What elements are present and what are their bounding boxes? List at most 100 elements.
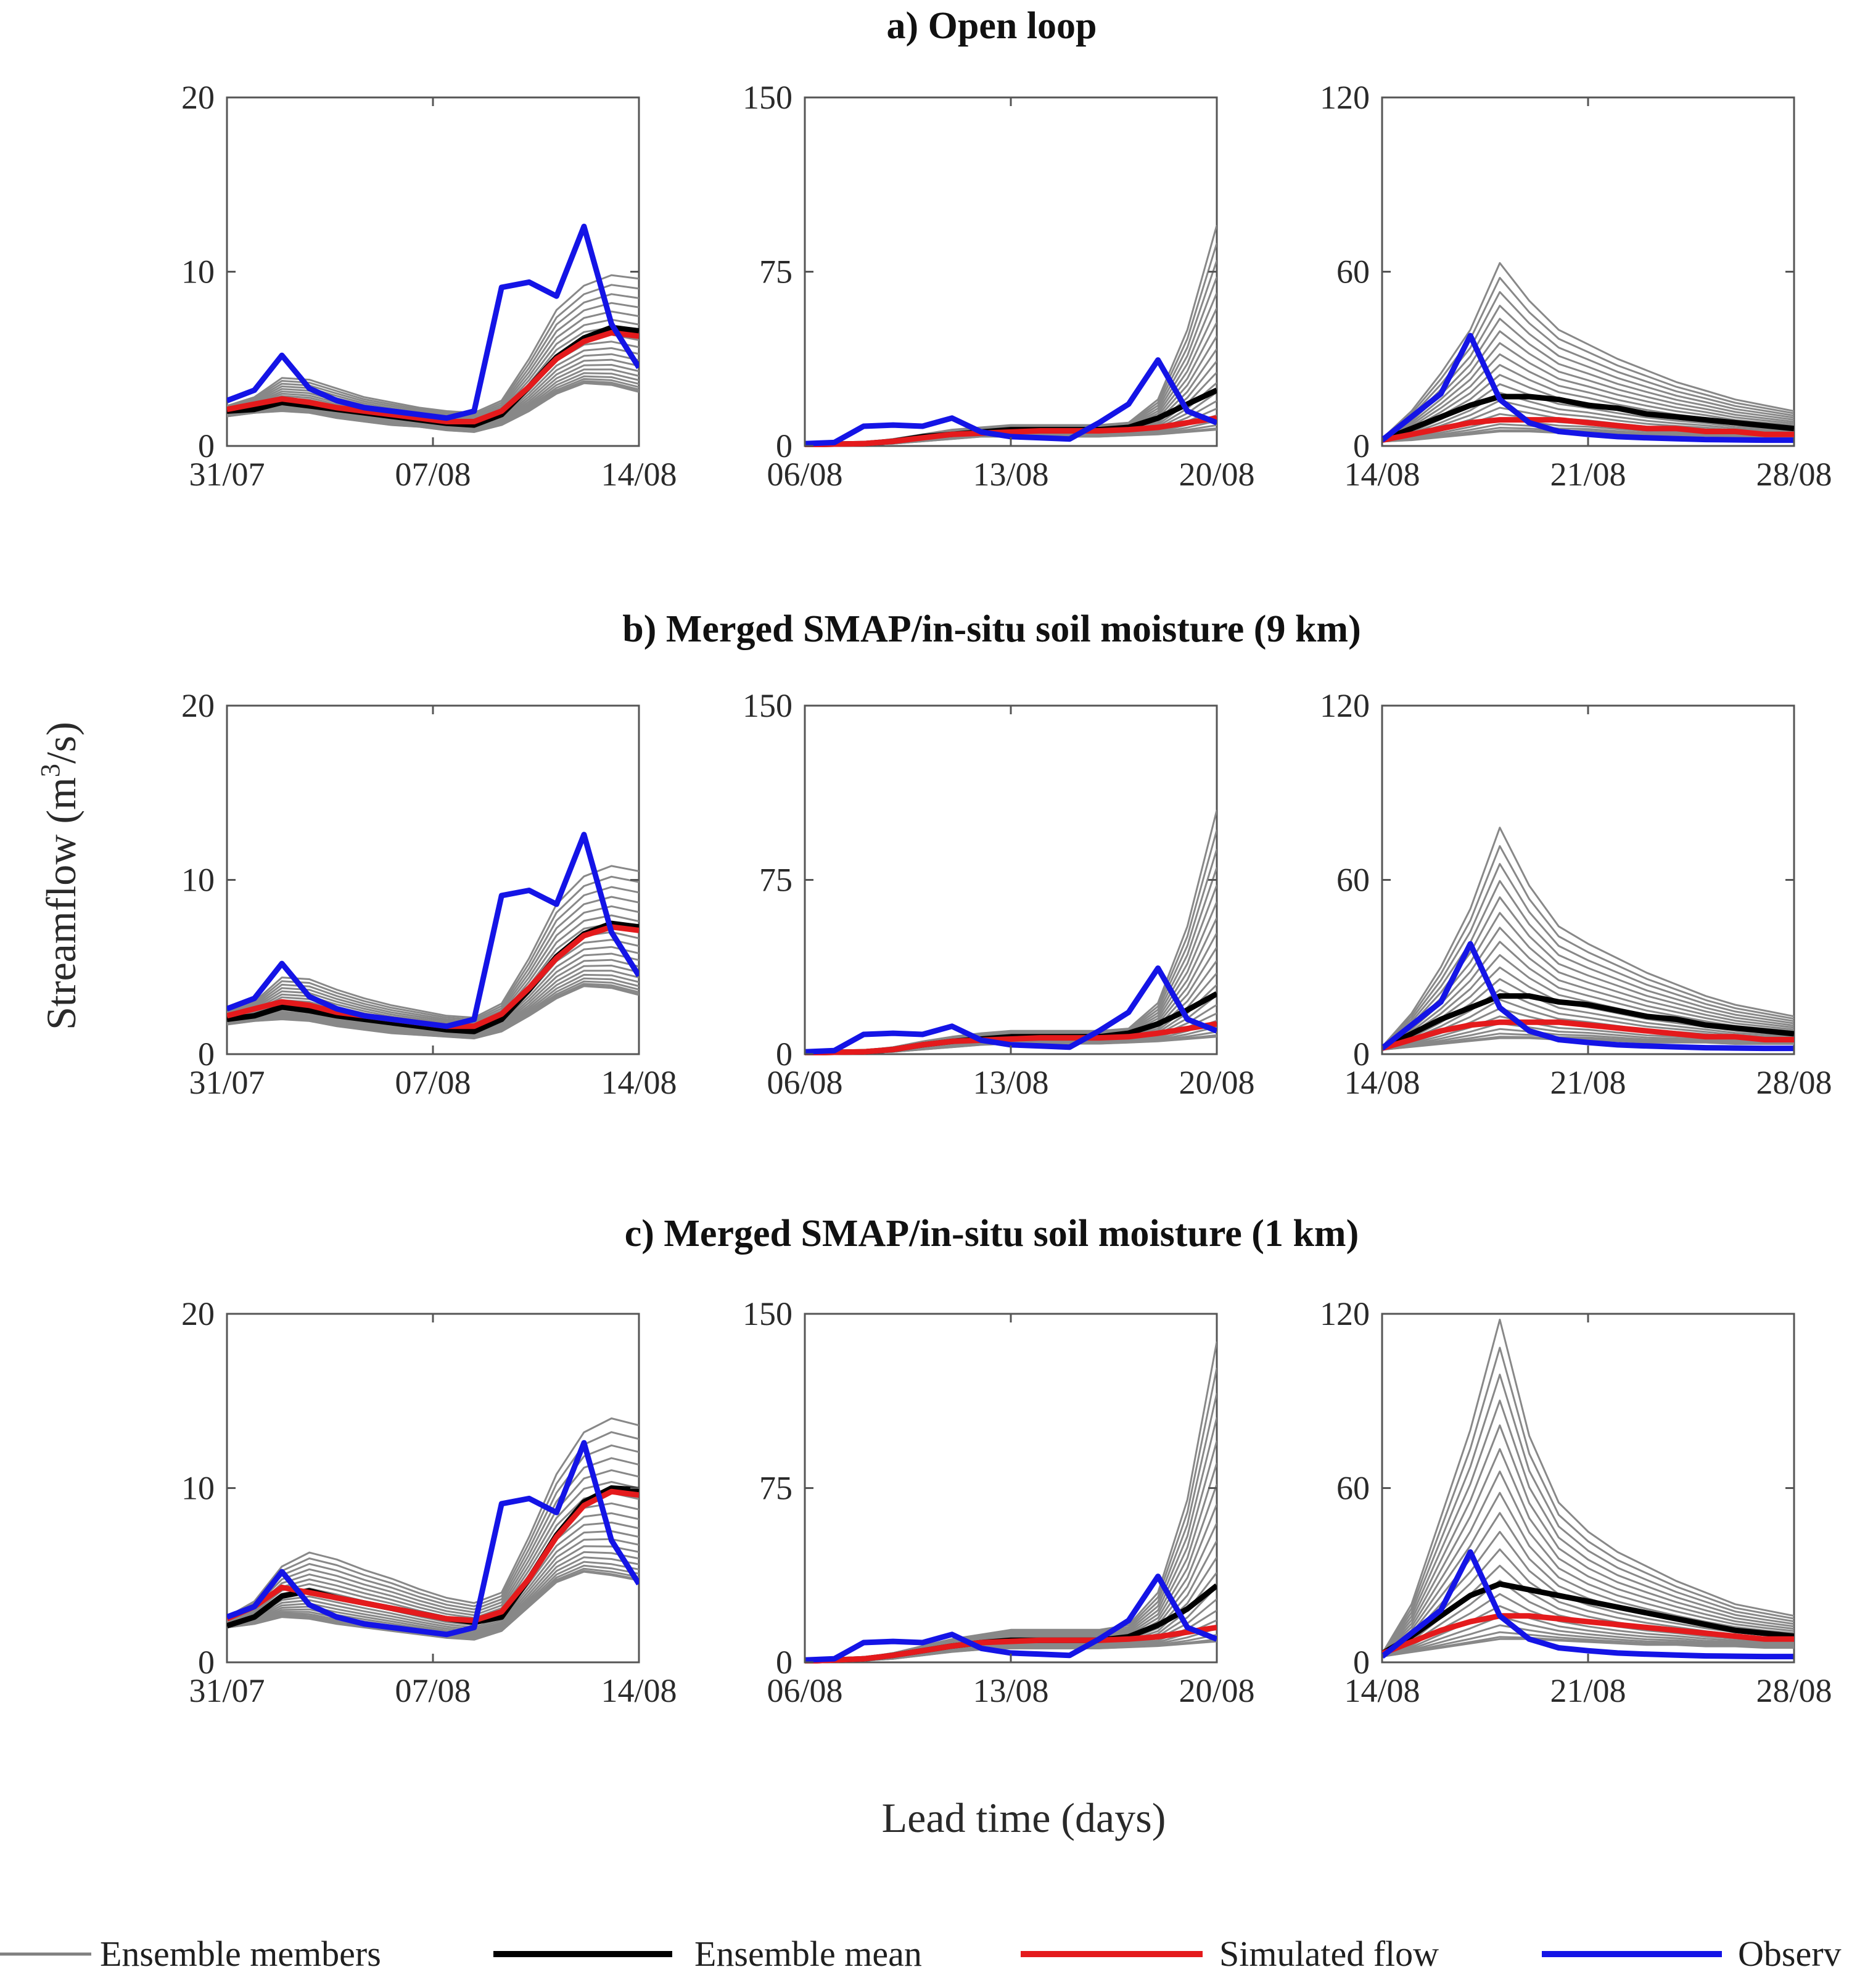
panel-1-2: 0 60 120 14/08 21/08 28/08 — [1320, 687, 1832, 1101]
ensemble-member-line — [805, 225, 1217, 445]
ensemble-member-line — [1382, 845, 1794, 1048]
y-tick-label: 60 — [1336, 254, 1370, 291]
panel-2-0: 0 10 20 31/07 07/08 14/08 — [181, 1295, 677, 1709]
panel-0-0: 0 10 20 31/07 07/08 14/08 — [181, 79, 677, 493]
ensemble-member-line — [227, 1521, 639, 1628]
x-tick-label: 31/07 — [189, 1064, 265, 1101]
simulated-flow-line — [805, 1021, 1217, 1055]
x-tick-label: 31/07 — [189, 456, 265, 493]
ensemble-member-line — [227, 1417, 639, 1618]
panel-1-0: 0 10 20 31/07 07/08 14/08 — [181, 687, 677, 1101]
x-tick-label: 13/08 — [973, 1064, 1048, 1101]
observed-line — [227, 223, 639, 421]
panel-2-2: 0 60 120 14/08 21/08 28/08 — [1320, 1295, 1832, 1709]
x-tick-label: 07/08 — [395, 1064, 471, 1101]
x-tick-label: 28/08 — [1756, 456, 1832, 493]
ensemble-member-line — [1382, 1448, 1794, 1656]
y-tick-label: 0 — [198, 1644, 215, 1681]
x-tick-label: 20/08 — [1179, 456, 1254, 493]
y-tick-label: 0 — [1353, 1644, 1370, 1681]
ensemble-mean-line — [1382, 394, 1794, 443]
ensemble-member-line — [227, 1545, 639, 1634]
x-tick-label: 07/08 — [395, 1672, 471, 1709]
y-tick-label: 10 — [181, 1470, 215, 1507]
observed-line — [805, 357, 1217, 447]
series-group — [227, 223, 639, 433]
y-tick-label: 75 — [759, 254, 792, 291]
x-tick-label: 21/08 — [1550, 1064, 1626, 1101]
y-tick-label: 120 — [1320, 79, 1370, 116]
ensemble-member-line — [1382, 330, 1794, 441]
series-group — [805, 225, 1217, 447]
x-tick-label: 13/08 — [973, 1672, 1048, 1709]
ensemble-member-line — [227, 886, 639, 1022]
ensemble-member-line — [227, 905, 639, 1026]
x-tick-label: 14/08 — [1344, 456, 1420, 493]
series-group — [1382, 262, 1794, 443]
x-tick-label: 21/08 — [1550, 1672, 1626, 1709]
observed-line — [227, 831, 639, 1029]
series-group — [1382, 1318, 1794, 1660]
plot-frame — [804, 704, 1218, 1055]
x-tick-label: 21/08 — [1550, 456, 1626, 493]
ensemble-member-line — [1382, 1424, 1794, 1656]
ensemble-member-line — [1382, 276, 1794, 440]
y-tick-label: 0 — [776, 427, 792, 464]
x-tick-label: 31/07 — [189, 1672, 265, 1709]
ensemble-member-line — [1382, 1374, 1794, 1655]
x-tick-label: 20/08 — [1179, 1672, 1254, 1709]
x-tick-label: 28/08 — [1756, 1672, 1832, 1709]
ensemble-member-line — [1382, 1631, 1794, 1657]
ensemble-member-line — [1382, 827, 1794, 1048]
x-tick-label: 14/08 — [601, 1064, 677, 1101]
plot-frame — [804, 1313, 1218, 1664]
panel-2-1: 0 75 150 06/08 13/08 20/08 — [743, 1295, 1255, 1709]
ensemble-member-line — [1382, 1615, 1794, 1657]
simulated-flow-line — [805, 415, 1217, 447]
y-tick-label: 150 — [743, 687, 792, 724]
x-tick-label: 14/08 — [1344, 1672, 1420, 1709]
y-tick-label: 20 — [181, 687, 215, 724]
x-tick-label: 07/08 — [395, 456, 471, 493]
x-tick-label: 13/08 — [973, 456, 1048, 493]
observed-line — [805, 965, 1217, 1055]
legend-label-ensemble-members: Ensemble members — [100, 1934, 381, 1974]
y-tick-label: 20 — [181, 79, 215, 116]
ensemble-member-line — [805, 830, 1217, 1054]
panel-row-title: b) Merged SMAP/in-situ soil moisture (9 … — [622, 608, 1360, 650]
ensemble-member-line — [1382, 318, 1794, 441]
panel-1-1: 0 75 150 06/08 13/08 20/08 — [743, 687, 1255, 1101]
y-tick-label: 120 — [1320, 687, 1370, 724]
panel-0-1: 0 75 150 06/08 13/08 20/08 — [743, 79, 1255, 493]
ensemble-member-line — [805, 810, 1217, 1054]
x-tick-label: 06/08 — [767, 1064, 842, 1101]
y-tick-label: 10 — [181, 254, 215, 291]
y-tick-label: 0 — [1353, 1036, 1370, 1073]
simulated-flow-line — [227, 329, 639, 424]
simulated-flow-line — [1382, 1019, 1794, 1051]
ensemble-member-line — [1382, 1470, 1794, 1656]
x-tick-label: 14/08 — [1344, 1064, 1420, 1101]
legend: Ensemble members Ensemble mean Simulated… — [0, 1934, 1842, 1974]
ensemble-mean-line — [1382, 993, 1794, 1051]
ensemble-member-line — [1382, 1400, 1794, 1656]
y-tick-label: 60 — [1336, 862, 1370, 899]
ensemble-member-line — [1382, 1593, 1794, 1657]
panel-titles: a) Open loop b) Merged SMAP/in-situ soil … — [622, 5, 1360, 1255]
series-group — [805, 810, 1217, 1055]
legend-label-simulated-flow: Simulated flow — [1219, 1934, 1439, 1974]
ensemble-member-line — [1382, 262, 1794, 440]
ensemble-member-line — [227, 284, 639, 416]
simulated-flow-line — [1382, 417, 1794, 443]
observed-line — [1382, 1549, 1794, 1660]
observed-line — [805, 1573, 1217, 1663]
ensemble-member-line — [1382, 353, 1794, 442]
x-tick-label: 28/08 — [1756, 1064, 1832, 1101]
ensemble-member-line — [227, 274, 639, 414]
panel-0-2: 0 60 120 14/08 21/08 28/08 — [1320, 79, 1832, 493]
y-tick-label: 10 — [181, 862, 215, 899]
ensemble-member-line — [1382, 392, 1794, 442]
y-axis-label: Streamflow (m3/s) — [35, 722, 84, 1030]
